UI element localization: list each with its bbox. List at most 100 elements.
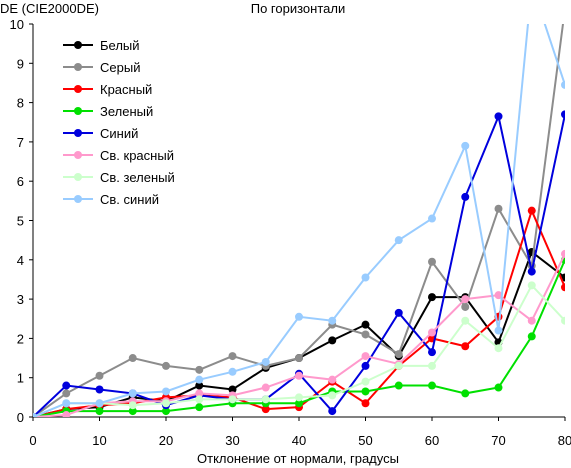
series-point bbox=[527, 316, 536, 325]
series-point bbox=[228, 385, 237, 394]
series-point bbox=[361, 399, 370, 408]
series-point bbox=[128, 389, 137, 398]
legend-label: Св. синий bbox=[100, 192, 159, 207]
series-point bbox=[561, 110, 565, 119]
series-point bbox=[527, 332, 536, 341]
series-point bbox=[394, 308, 403, 317]
series-point bbox=[328, 391, 337, 400]
series-point bbox=[527, 281, 536, 290]
series-point bbox=[461, 141, 470, 150]
legend-label: Белый bbox=[100, 38, 140, 53]
series-point bbox=[527, 206, 536, 215]
legend-swatch-marker bbox=[74, 107, 82, 115]
series-point bbox=[95, 407, 104, 416]
series-point bbox=[261, 405, 270, 414]
series-point bbox=[428, 328, 436, 337]
series-point bbox=[361, 377, 370, 386]
series-point bbox=[328, 336, 337, 345]
series-point bbox=[328, 316, 337, 325]
series-point bbox=[461, 295, 470, 304]
series-point bbox=[162, 361, 170, 370]
series-point bbox=[428, 214, 436, 223]
series-point bbox=[128, 354, 137, 363]
series-point bbox=[295, 399, 303, 408]
y-tick-label: 10 bbox=[10, 17, 24, 32]
series-point bbox=[328, 375, 337, 384]
series-point bbox=[228, 395, 237, 404]
series-point bbox=[428, 257, 436, 266]
series-group bbox=[33, 24, 565, 417]
legend-label: Красный bbox=[100, 82, 152, 97]
series-point bbox=[361, 330, 370, 339]
legend-label: Серый bbox=[100, 60, 140, 75]
series-point bbox=[428, 361, 436, 370]
y-axis-label: DE (CIE2000DE) bbox=[0, 1, 99, 16]
legend-swatch-marker bbox=[74, 129, 82, 137]
series-point bbox=[295, 393, 303, 402]
series-point bbox=[461, 342, 470, 351]
series-point bbox=[295, 312, 303, 321]
series-line bbox=[33, 253, 565, 417]
series-point bbox=[62, 399, 71, 408]
x-tick-label: 30 bbox=[225, 433, 239, 448]
series-point bbox=[328, 407, 337, 416]
series-point bbox=[494, 344, 503, 353]
legend-label: Св. красный bbox=[100, 148, 174, 163]
y-tick-label: 3 bbox=[17, 292, 24, 307]
series-point bbox=[428, 348, 436, 357]
y-tick-label: 5 bbox=[17, 214, 24, 229]
series-point bbox=[62, 381, 71, 390]
series-point bbox=[527, 267, 536, 276]
chart-title: По горизонтали bbox=[251, 1, 345, 16]
series-point bbox=[361, 361, 370, 370]
series-point bbox=[95, 371, 104, 380]
legend-swatch-marker bbox=[74, 195, 82, 203]
series-point bbox=[461, 302, 470, 311]
series-point bbox=[295, 354, 303, 363]
x-tick-label: 80 bbox=[558, 433, 571, 448]
x-tick-label: 40 bbox=[292, 433, 306, 448]
series-point bbox=[561, 283, 565, 292]
series-point bbox=[561, 249, 565, 258]
series-point bbox=[494, 204, 503, 213]
series-point bbox=[394, 236, 403, 245]
series-point bbox=[128, 407, 137, 416]
series-point bbox=[461, 389, 470, 398]
y-tick-label: 6 bbox=[17, 174, 24, 189]
series-point bbox=[261, 395, 270, 404]
series-point bbox=[62, 389, 71, 398]
series-point bbox=[195, 381, 204, 390]
y-tick-label: 0 bbox=[17, 410, 24, 425]
x-tick-label: 20 bbox=[159, 433, 173, 448]
legend-swatch-marker bbox=[74, 151, 82, 159]
series-point bbox=[428, 381, 436, 390]
x-tick-label: 0 bbox=[29, 433, 36, 448]
x-tick-label: 60 bbox=[425, 433, 439, 448]
legend-swatch-marker bbox=[74, 63, 82, 71]
series-point bbox=[195, 395, 204, 404]
series-point bbox=[561, 80, 565, 89]
series-point bbox=[494, 291, 503, 300]
series-point bbox=[561, 316, 565, 325]
series-point bbox=[361, 352, 370, 361]
series-point bbox=[461, 192, 470, 201]
series-point bbox=[95, 385, 104, 394]
series-point bbox=[394, 361, 403, 370]
series-point bbox=[162, 387, 170, 396]
x-axis-label: Отклонение от нормали, градусы bbox=[197, 451, 399, 466]
legend: Белый Серый Красный Зеленый Синий Св. красный… bbox=[63, 38, 175, 207]
legend-label: Зеленый bbox=[100, 104, 153, 119]
series-point bbox=[128, 401, 137, 410]
y-tick-label: 9 bbox=[17, 56, 24, 71]
legend-swatch-marker bbox=[74, 173, 82, 181]
series-point bbox=[361, 387, 370, 396]
series-point bbox=[494, 326, 503, 335]
series-point bbox=[261, 357, 270, 366]
series-point bbox=[162, 407, 170, 416]
series-point bbox=[62, 411, 71, 417]
legend-swatch-marker bbox=[74, 41, 82, 49]
legend-label: Синий bbox=[100, 126, 138, 141]
plot-area: 0 1 2 3 4 5 6 7 8 9 10 0 10 20 30 40 50 60 70 80 bbox=[10, 17, 571, 448]
series-point bbox=[394, 381, 403, 390]
